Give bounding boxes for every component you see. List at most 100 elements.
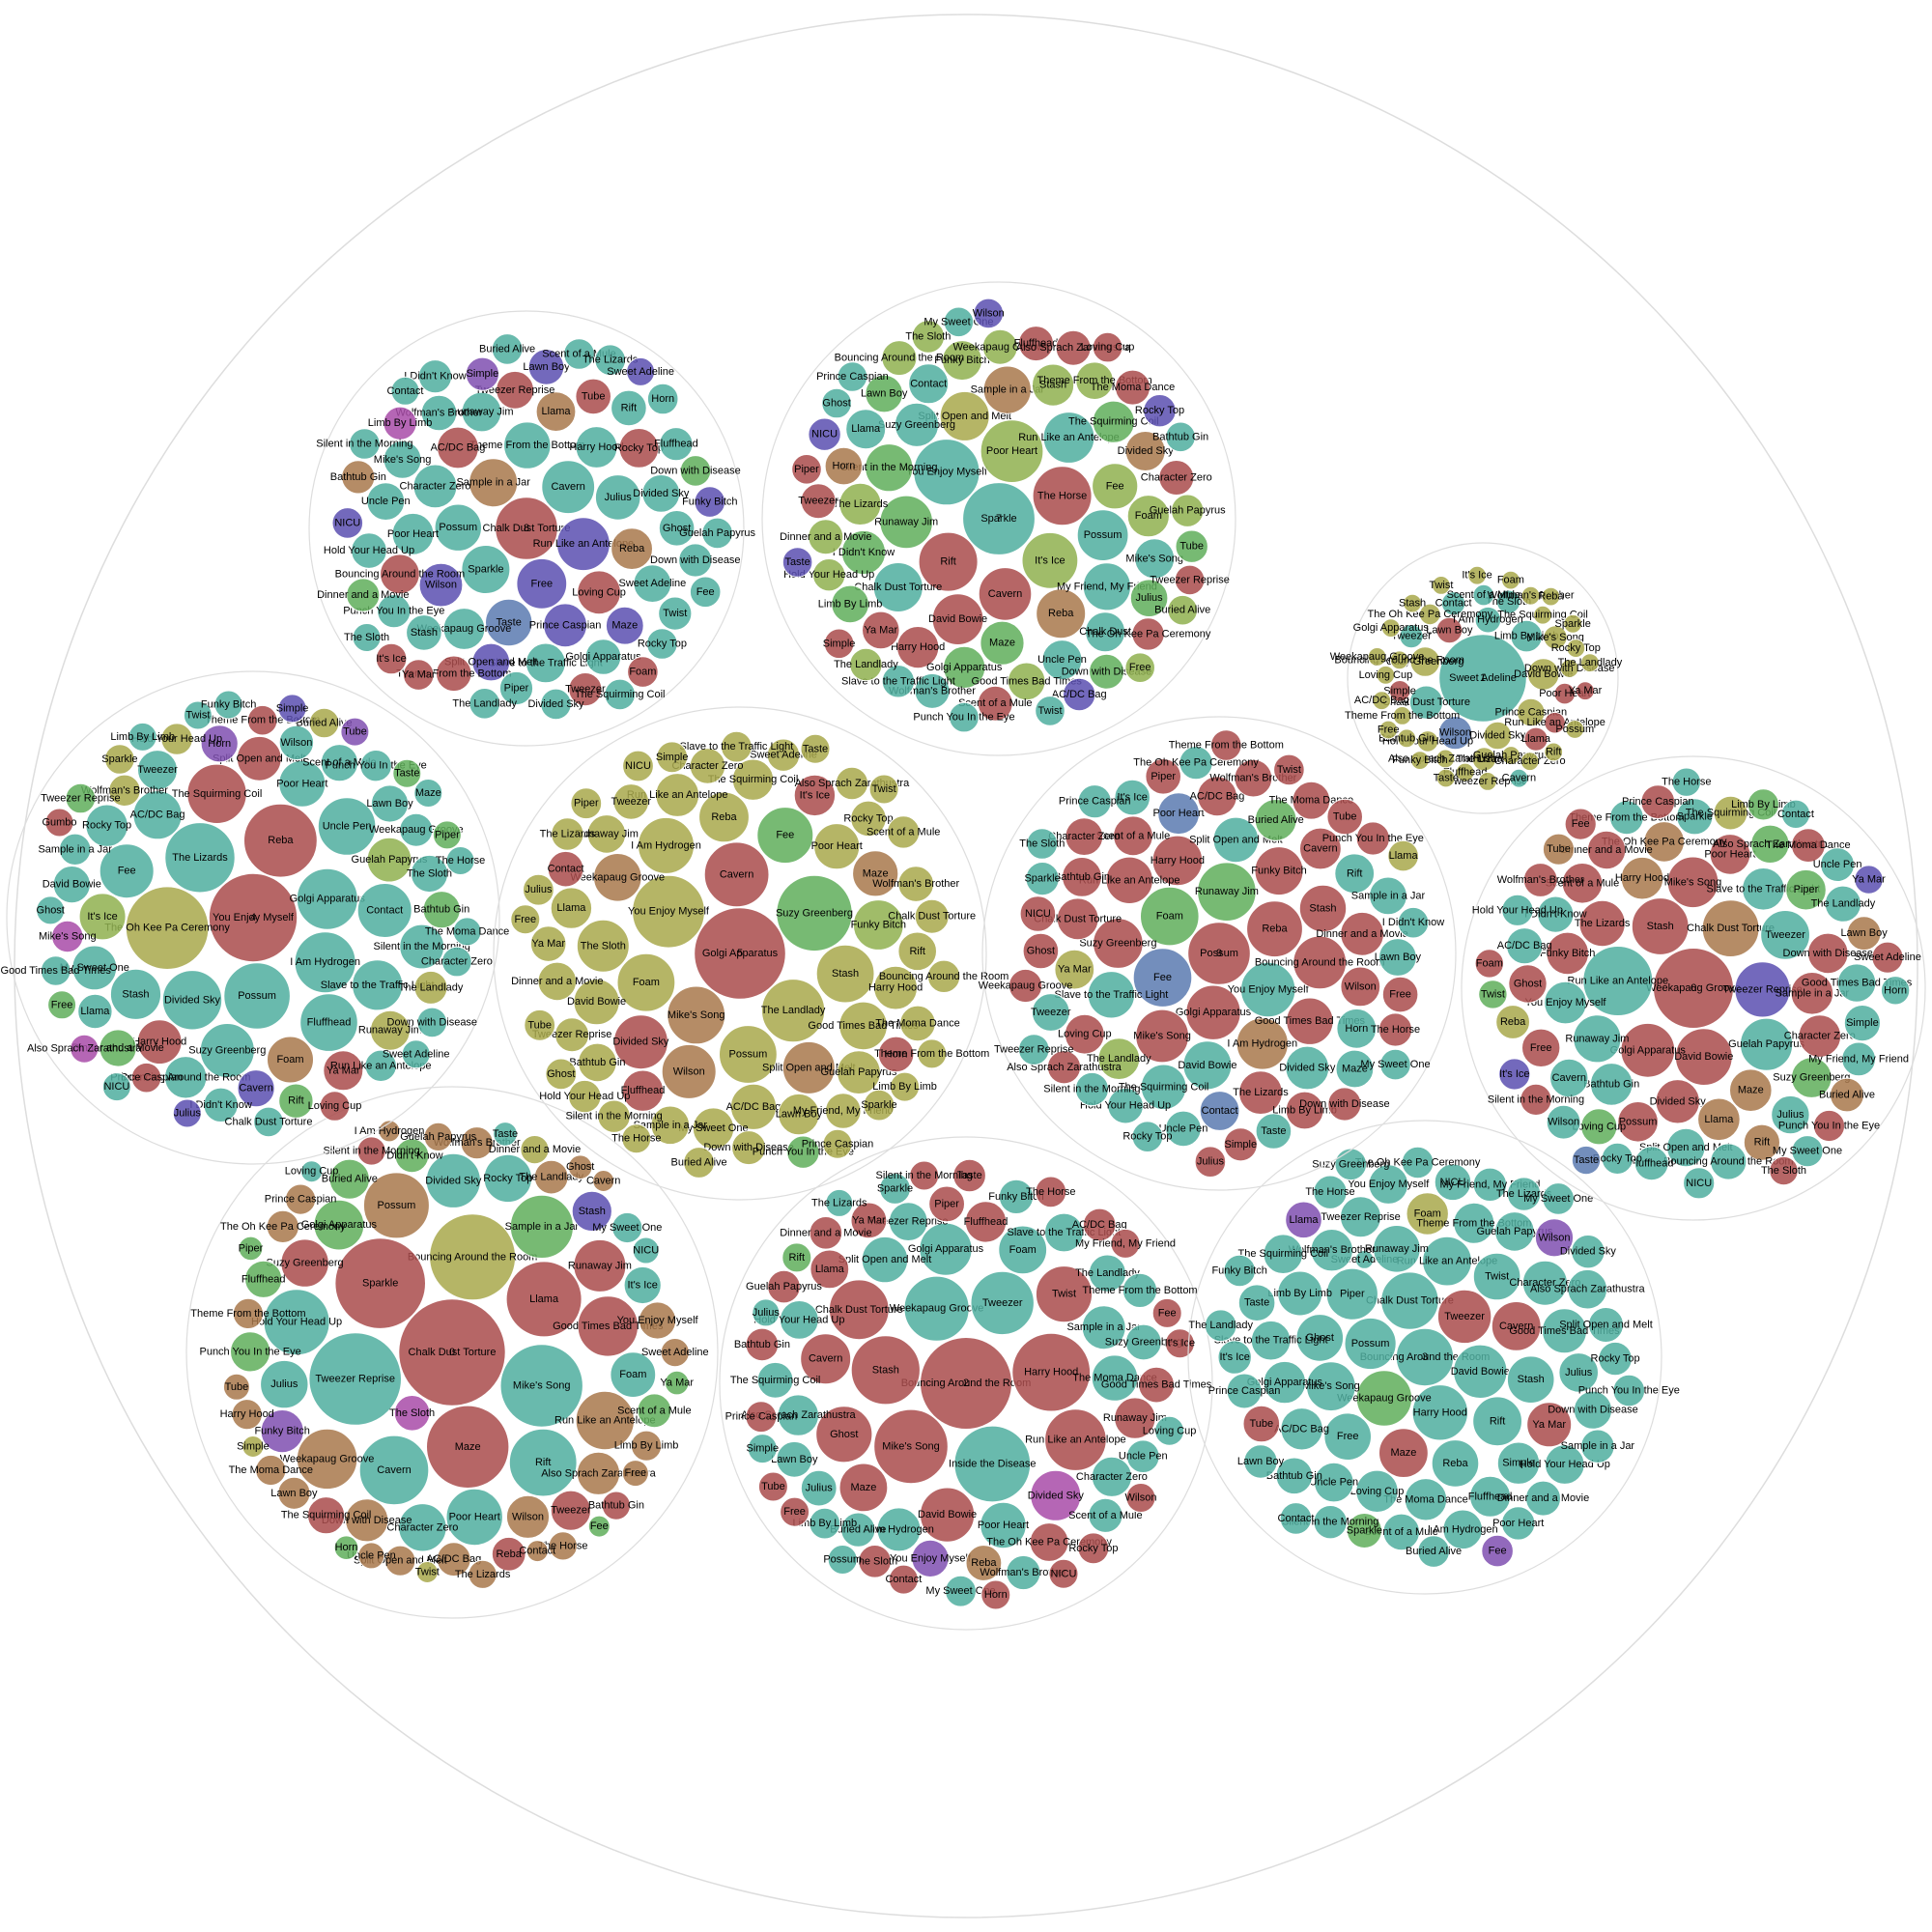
bubble[interactable] — [1506, 1177, 1542, 1211]
bubble[interactable] — [568, 672, 603, 707]
bubble[interactable] — [1580, 1429, 1615, 1463]
bubble[interactable] — [551, 817, 584, 851]
bubble[interactable] — [1138, 1366, 1175, 1404]
bubble[interactable] — [1344, 1317, 1397, 1371]
bubble[interactable] — [352, 959, 404, 1011]
bubble[interactable] — [694, 486, 726, 518]
bubble[interactable] — [1165, 421, 1196, 453]
bubble[interactable] — [664, 1370, 690, 1396]
bubble[interactable] — [1018, 1034, 1050, 1065]
bubble[interactable] — [540, 688, 572, 721]
bubble[interactable] — [1729, 1068, 1773, 1112]
bubble[interactable] — [393, 1395, 431, 1432]
bubble[interactable] — [1472, 583, 1495, 607]
bubble[interactable] — [1790, 972, 1834, 1015]
bubble[interactable] — [623, 1265, 662, 1305]
bubble[interactable] — [432, 820, 462, 850]
bubble[interactable] — [563, 338, 595, 370]
bubble[interactable] — [1334, 1148, 1368, 1181]
bubble[interactable] — [914, 672, 951, 709]
bubble[interactable] — [1567, 1268, 1608, 1310]
bubble[interactable] — [1791, 828, 1826, 863]
bubble[interactable] — [1742, 867, 1785, 911]
bubble[interactable] — [1048, 1558, 1079, 1589]
bubble[interactable] — [1280, 1407, 1323, 1451]
bubble[interactable] — [621, 1069, 665, 1112]
bubble[interactable] — [51, 920, 84, 953]
bubble[interactable] — [964, 1201, 1008, 1243]
bubble[interactable] — [319, 1091, 351, 1122]
bubble[interactable] — [658, 510, 696, 547]
bubble[interactable] — [656, 741, 689, 774]
bubble[interactable] — [277, 1476, 311, 1510]
bubble[interactable] — [375, 642, 408, 675]
bubble[interactable] — [1323, 1412, 1372, 1461]
bubble[interactable] — [418, 562, 464, 608]
bubble[interactable] — [667, 985, 726, 1045]
bubble[interactable] — [308, 707, 340, 739]
bubble[interactable] — [689, 576, 722, 609]
bubble[interactable] — [1140, 1064, 1187, 1111]
bubble[interactable] — [1368, 1164, 1409, 1205]
bubble[interactable] — [1609, 800, 1644, 836]
bubble[interactable] — [1210, 729, 1242, 761]
bubble[interactable] — [1517, 697, 1546, 727]
bubble[interactable] — [1807, 932, 1849, 975]
bubble[interactable] — [1378, 720, 1399, 740]
bubble[interactable] — [498, 670, 534, 706]
bubble[interactable] — [800, 1469, 838, 1507]
bubble[interactable] — [632, 1236, 660, 1264]
bubble[interactable] — [1064, 1013, 1105, 1055]
bubble[interactable] — [903, 1275, 970, 1342]
bubble[interactable] — [1135, 1009, 1189, 1064]
bubble[interactable] — [1254, 846, 1304, 896]
bubble[interactable] — [1820, 847, 1855, 882]
bubble[interactable] — [809, 1216, 843, 1250]
bubble[interactable] — [1533, 605, 1552, 625]
bubble[interactable] — [1406, 1192, 1449, 1236]
bubble[interactable] — [1243, 1444, 1278, 1479]
bubble[interactable] — [362, 1172, 430, 1239]
bubble[interactable] — [1576, 681, 1595, 701]
bubble[interactable] — [1009, 968, 1043, 1004]
bubble[interactable] — [1508, 964, 1548, 1004]
bubble[interactable] — [426, 1405, 510, 1490]
bubble[interactable] — [980, 1501, 1027, 1549]
bubble[interactable] — [637, 1393, 672, 1429]
bubble[interactable] — [232, 1297, 264, 1330]
bubble[interactable] — [1145, 758, 1181, 795]
bubble[interactable] — [840, 1512, 876, 1548]
bubble[interactable] — [548, 1531, 578, 1561]
bubble[interactable] — [394, 1138, 430, 1174]
bubble[interactable] — [109, 968, 162, 1020]
bubble[interactable] — [1598, 1341, 1633, 1377]
bubble[interactable] — [1559, 659, 1579, 678]
bubble[interactable] — [1435, 616, 1463, 644]
bubble[interactable] — [1131, 1121, 1164, 1152]
bubble[interactable] — [1197, 862, 1257, 923]
bubble[interactable] — [850, 1335, 921, 1406]
bubble[interactable] — [1666, 1127, 1706, 1168]
bubble[interactable] — [1074, 1071, 1110, 1107]
bubble[interactable] — [1496, 589, 1521, 614]
bubble[interactable] — [1565, 720, 1585, 739]
bubble[interactable] — [887, 815, 921, 849]
bubble[interactable] — [242, 1435, 265, 1458]
bubble[interactable] — [468, 1559, 497, 1589]
bubble[interactable] — [108, 774, 141, 807]
bubble[interactable] — [908, 363, 950, 405]
bubble[interactable] — [526, 642, 566, 684]
bubble[interactable] — [827, 1545, 858, 1575]
bubble[interactable] — [571, 1190, 612, 1233]
bubble[interactable] — [679, 455, 712, 487]
bubble[interactable] — [1124, 1323, 1162, 1361]
bubble[interactable] — [850, 1202, 888, 1239]
bubble[interactable] — [130, 1062, 162, 1094]
bubble[interactable] — [1134, 538, 1176, 580]
bubble[interactable] — [1522, 863, 1558, 897]
bubble[interactable] — [1388, 680, 1411, 702]
bubble[interactable] — [260, 1359, 309, 1409]
bubble[interactable] — [416, 1007, 448, 1038]
bubble[interactable] — [981, 328, 1018, 365]
bubble[interactable] — [1212, 816, 1260, 864]
